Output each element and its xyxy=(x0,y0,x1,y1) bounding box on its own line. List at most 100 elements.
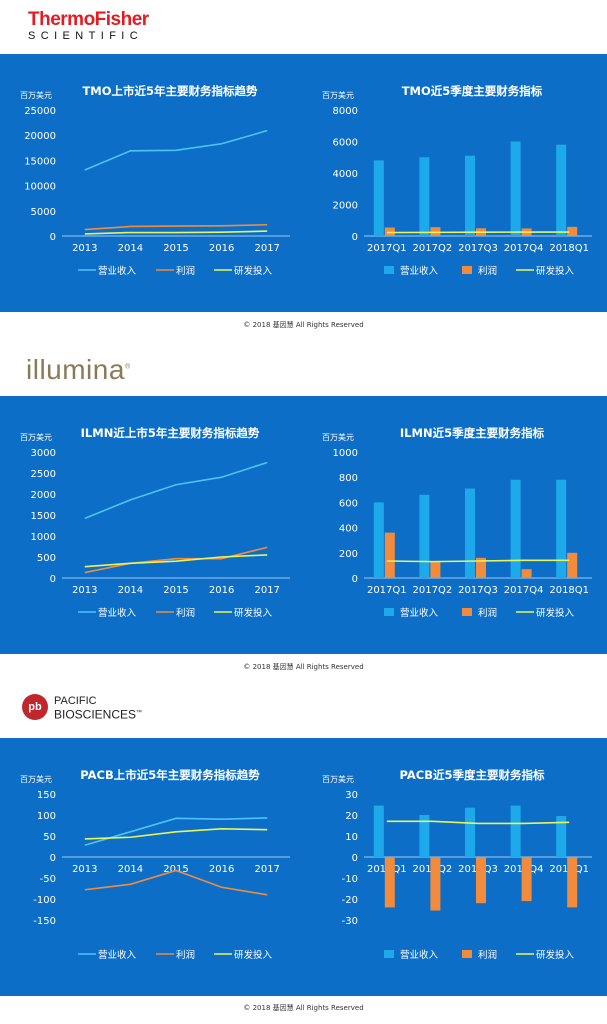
legend-label-1: 利润 xyxy=(478,949,497,961)
legend-label-0: 营业收入 xyxy=(400,607,439,619)
x-tick-label: 2017Q2 xyxy=(413,585,453,596)
legend-label-1: 利润 xyxy=(176,949,195,961)
pacb-panel: 百万美元 PACB上市近5年主要财务指标趋势 -150 -100 -50 0 50 100 15… xyxy=(0,738,607,996)
series-line-0 xyxy=(84,461,268,520)
y-tick-label: 0 xyxy=(50,853,56,864)
bar-0-3 xyxy=(510,805,521,857)
tmo-bar-chart: 百万美元 TMO近5季度主要财务指标 0 2000 4000 6000 8000 2017Q1… xyxy=(322,84,592,277)
y-tick-label: 200 xyxy=(339,549,358,560)
legend-swatch-1 xyxy=(462,608,472,616)
y-tick-label: 2500 xyxy=(31,469,56,480)
bar-1-4 xyxy=(567,226,578,236)
x-tick-label: 2015 xyxy=(163,243,188,254)
bar-0-4 xyxy=(556,144,567,236)
legend-label-1: 利润 xyxy=(176,265,195,277)
bar-1-0 xyxy=(384,532,395,578)
legend-label-1: 利润 xyxy=(478,265,497,277)
y-tick-label: 100 xyxy=(37,811,56,822)
ilmn-panel: 百万美元 ILMN近上市5年主要财务指标趋势 0 500 1000 1500 2000 250… xyxy=(0,396,607,654)
x-tick-label: 2017Q1 xyxy=(367,243,407,254)
tmo-line-chart: 百万美元 TMO上市近5年主要财务指标趋势 0 5000 10000 15000 20000… xyxy=(20,84,290,277)
series-line-2 xyxy=(386,820,570,825)
y-tick-label: 1000 xyxy=(31,532,56,543)
bar-0-2 xyxy=(465,488,475,578)
y-tick-label: 50 xyxy=(43,832,56,843)
bar-0-0 xyxy=(373,160,384,236)
tmo-logo-area: ThermoFisher SCIENTIFIC xyxy=(0,0,607,54)
chart-title: TMO上市近5年主要财务指标趋势 xyxy=(82,84,258,98)
legend-label-0: 营业收入 xyxy=(400,265,439,277)
series-line-1 xyxy=(84,869,268,896)
legend-swatch-0 xyxy=(384,950,394,958)
legend-label-0: 营业收入 xyxy=(98,607,137,619)
bar-1-1 xyxy=(430,561,441,578)
x-tick-label: 2017Q1 xyxy=(367,585,407,596)
illumina-logo-text: illumina xyxy=(26,354,125,385)
x-tick-label: 2013 xyxy=(72,585,97,596)
y-tick-label: 0 xyxy=(352,853,358,864)
legend-label-0: 营业收入 xyxy=(400,949,439,961)
y-tick-label: 2000 xyxy=(31,490,56,501)
chart-title: ILMN近上市5年主要财务指标趋势 xyxy=(81,426,260,440)
chart-title: PACB上市近5年主要财务指标趋势 xyxy=(80,768,260,782)
series-line-2 xyxy=(84,828,268,840)
y-tick-label: 10 xyxy=(345,832,358,843)
legend-swatch-0 xyxy=(384,608,394,616)
x-tick-label: 2017Q4 xyxy=(504,585,544,596)
x-tick-label: 2018Q1 xyxy=(549,243,589,254)
x-tick-label: 2014 xyxy=(118,864,143,875)
pacb-logo-line1: PACIFIC xyxy=(54,695,97,707)
legend-swatch-0 xyxy=(384,266,394,274)
x-tick-label: 2018Q1 xyxy=(549,585,589,596)
thermofisher-logo: ThermoFisher SCIENTIFIC xyxy=(28,10,149,43)
pacb-bar-chart: 百万美元PACB近5季度主要财务指标-30-20-1001020302017Q1… xyxy=(322,768,592,961)
legend-swatch-1 xyxy=(462,950,472,958)
series-line-1 xyxy=(84,546,268,574)
pacb-logo-tm: ™ xyxy=(136,710,143,716)
x-tick-label: 2017Q3 xyxy=(458,585,498,596)
bar-0-1 xyxy=(419,494,430,578)
ilmn-logo-area xyxy=(0,336,607,392)
y-tick-label: -30 xyxy=(342,916,358,927)
y-tick-label: 5000 xyxy=(31,207,56,218)
x-tick-label: 2013 xyxy=(72,243,97,254)
bar-0-3 xyxy=(510,479,521,578)
legend-label-2: 研发投入 xyxy=(234,607,273,619)
chart-title: TMO近5季度主要财务指标 xyxy=(402,84,543,98)
x-tick-label: 2015 xyxy=(163,864,188,875)
y-tick-label: 30 xyxy=(345,790,358,801)
legend-label-0: 营业收入 xyxy=(98,949,137,961)
y-tick-label: 0 xyxy=(352,232,358,243)
chart-title: ILMN近5季度主要财务指标 xyxy=(400,426,545,440)
bar-1-1 xyxy=(430,857,441,911)
chart-unit-label: 百万美元 xyxy=(322,90,354,100)
bar-1-0 xyxy=(384,857,395,908)
y-tick-label: 3000 xyxy=(31,448,56,459)
y-tick-label: 25000 xyxy=(24,106,56,117)
legend-swatch-1 xyxy=(462,266,472,274)
bar-1-4 xyxy=(567,857,578,908)
chart-unit-label: 百万美元 xyxy=(322,774,354,784)
y-tick-label: 600 xyxy=(339,498,358,509)
bar-0-1 xyxy=(419,157,430,236)
series-line-2 xyxy=(84,230,268,235)
x-tick-label: 2017 xyxy=(254,864,279,875)
y-tick-label: 20 xyxy=(345,811,358,822)
pacb-copyright: © 2018 基因慧 All Rights Reserved xyxy=(243,1004,364,1012)
x-tick-label: 2017Q3 xyxy=(458,243,498,254)
tmo-copyright: © 2018 基因慧 All Rights Reserved xyxy=(243,321,364,329)
y-tick-label: 6000 xyxy=(333,138,358,149)
series-line-2 xyxy=(84,554,268,568)
chart-unit-label: 百万美元 xyxy=(20,90,52,100)
x-tick-label: 2013 xyxy=(72,864,97,875)
bar-1-2 xyxy=(476,557,486,578)
y-tick-label: -50 xyxy=(40,874,56,885)
x-tick-label: 2016 xyxy=(209,585,234,596)
illumina-logo-mark: ® xyxy=(124,363,131,371)
ilmn-bar-chart: 百万美元 ILMN近5季度主要财务指标 0 200 400 600 800 1000 2017Q… xyxy=(322,426,592,619)
bar-0-4 xyxy=(556,479,567,578)
series-line-1 xyxy=(84,223,268,231)
legend-label-0: 营业收入 xyxy=(98,265,137,277)
y-tick-label: -20 xyxy=(342,895,358,906)
y-tick-label: 0 xyxy=(352,574,358,585)
